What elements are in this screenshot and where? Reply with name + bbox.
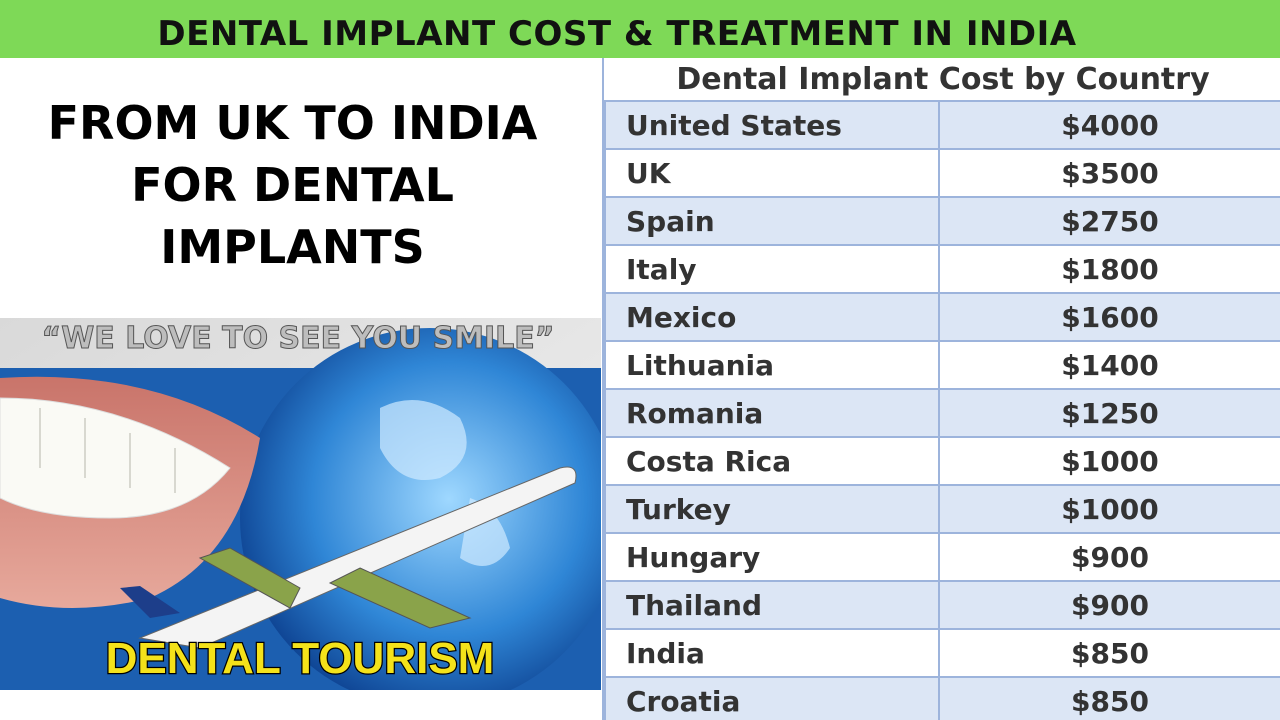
- cost-cell: $850: [938, 676, 1280, 720]
- cost-cell: $1000: [938, 484, 1280, 534]
- table-row: Hungary $900: [604, 532, 1280, 582]
- country-cell: India: [604, 628, 940, 678]
- table-row: Lithuania $1400: [604, 340, 1280, 390]
- cost-table: Dental Implant Cost by Country United St…: [604, 58, 1280, 720]
- cost-cell: $900: [938, 580, 1280, 630]
- headline-line: FROM UK TO INDIA: [47, 96, 538, 150]
- cost-cell: $1400: [938, 340, 1280, 390]
- table-row: Croatia $850: [604, 676, 1280, 720]
- image-caption: DENTAL TOURISM: [106, 634, 495, 683]
- cost-cell: $1800: [938, 244, 1280, 294]
- cost-cell: $1250: [938, 388, 1280, 438]
- cost-cell: $850: [938, 628, 1280, 678]
- teeth: [0, 397, 231, 519]
- cost-cell: $4000: [938, 100, 1280, 150]
- banner: DENTAL IMPLANT COST & TREATMENT IN INDIA: [0, 0, 1280, 58]
- cost-cell: $900: [938, 532, 1280, 582]
- table-title: Dental Implant Cost by Country: [605, 58, 1280, 102]
- table-row: Mexico $1600: [604, 292, 1280, 342]
- country-cell: Costa Rica: [604, 436, 940, 486]
- table-row: Thailand $900: [604, 580, 1280, 630]
- headline-line: IMPLANTS: [160, 220, 425, 274]
- table-row: Italy $1800: [604, 244, 1280, 294]
- plane-wings: [198, 547, 472, 629]
- cost-cell: $3500: [938, 148, 1280, 198]
- plane-tail: [120, 586, 180, 618]
- promo-image: “WE LOVE TO SEE YOU SMILE” DENTAL TOURIS…: [0, 318, 601, 690]
- country-cell: Italy: [604, 244, 940, 294]
- tagline: “WE LOVE TO SEE YOU SMILE”: [41, 321, 554, 356]
- headline: FROM UK TO INDIA FOR DENTAL IMPLANTS: [0, 92, 585, 278]
- table-row: Costa Rica $1000: [604, 436, 1280, 486]
- plane-body: [138, 466, 577, 649]
- cost-table-container: Dental Implant Cost by Country United St…: [602, 58, 1280, 720]
- table-row: Romania $1250: [604, 388, 1280, 438]
- country-cell: Mexico: [604, 292, 940, 342]
- banner-title: DENTAL IMPLANT COST & TREATMENT IN INDIA: [157, 14, 1077, 54]
- table-row: Spain $2750: [604, 196, 1280, 246]
- country-cell: United States: [604, 100, 940, 150]
- country-cell: Croatia: [604, 676, 940, 720]
- country-cell: Lithuania: [604, 340, 940, 390]
- teeth-lines: [39, 408, 176, 493]
- country-cell: Turkey: [604, 484, 940, 534]
- country-cell: UK: [604, 148, 940, 198]
- headline-line: FOR DENTAL: [131, 158, 454, 212]
- globe: [240, 328, 601, 690]
- cost-cell: $1000: [938, 436, 1280, 486]
- cost-cell: $2750: [938, 196, 1280, 246]
- table-row: UK $3500: [604, 148, 1280, 198]
- cost-cell: $1600: [938, 292, 1280, 342]
- country-cell: Spain: [604, 196, 940, 246]
- table-row: United States $4000: [604, 100, 1280, 150]
- country-cell: Hungary: [604, 532, 940, 582]
- table-row: India $850: [604, 628, 1280, 678]
- table-row: Turkey $1000: [604, 484, 1280, 534]
- country-cell: Romania: [604, 388, 940, 438]
- table-body: United States $4000 UK $3500 Spain $2750 Italy…: [604, 100, 1280, 720]
- country-cell: Thailand: [604, 580, 940, 630]
